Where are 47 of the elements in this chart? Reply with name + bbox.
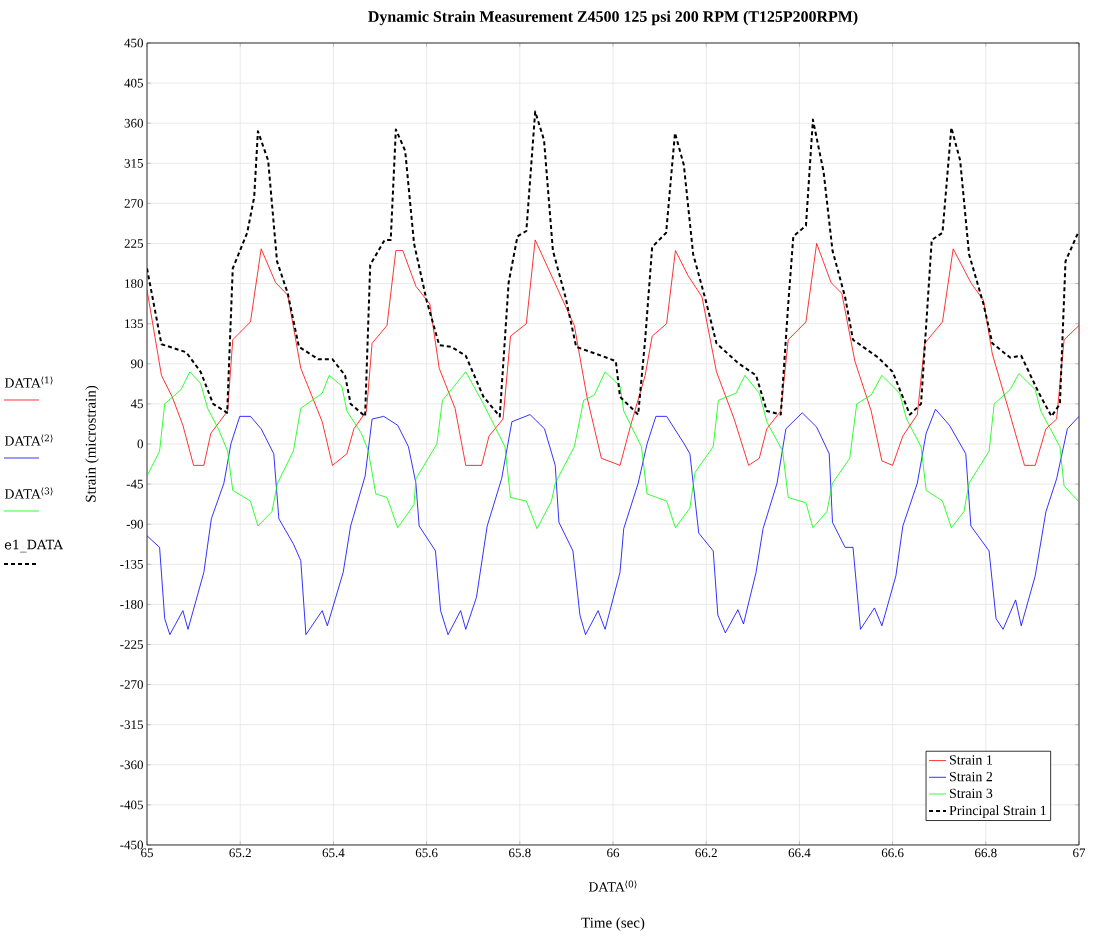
text: DATA$^{⟨2⟩}$ — [4, 434, 53, 446]
text: e1_DATA — [4, 539, 64, 553]
y-tick-label: 135 — [125, 319, 143, 329]
y-tick-label: 90 — [130, 359, 143, 369]
y-tick-label: -450 — [120, 840, 143, 850]
line-series — [147, 239, 1080, 466]
y-tick-label: 450 — [124, 38, 143, 48]
x-tick-label: 65.8 — [509, 848, 531, 858]
y-tick-label: 315 — [124, 158, 143, 168]
y-tick-label: -180 — [120, 600, 143, 609]
x-tick-label: 66.6 — [881, 848, 904, 858]
x-tick-label: 65.4 — [322, 848, 345, 858]
x-tick-label: 67 — [1073, 848, 1086, 858]
y-tick-label: 270 — [124, 199, 143, 208]
x-tick-label: 66.8 — [975, 848, 997, 858]
y-tick-label: 405 — [124, 78, 143, 88]
y-tick-label: -225 — [120, 640, 143, 649]
line-series — [147, 371, 1079, 530]
legend-label: Strain 1 — [949, 755, 992, 765]
x-tick-label: 66.4 — [788, 848, 811, 858]
text: DATA$^{⟨1⟩}$ — [4, 376, 53, 388]
text: DATA$^{⟨3⟩}$ — [4, 487, 53, 499]
y-tick-label: -45 — [126, 479, 143, 489]
y-tick-label: 180 — [125, 279, 143, 288]
legend-label: Principal Strain 1 — [949, 805, 1046, 819]
y-tick-label: -315 — [120, 720, 143, 730]
x-tick-label: 66.2 — [695, 848, 717, 858]
x-axis-title: Time (sec) — [581, 917, 645, 931]
legend-label: Strain 3 — [949, 788, 993, 799]
y-tick-label: 360 — [124, 118, 143, 128]
y-axis-title: Strain (microstrain) — [85, 385, 99, 502]
y-tick-label: 225 — [124, 239, 143, 248]
chart-title: Dynamic Strain Measurement Z4500 125 psi 200 RPM (T125P200RPM) — [368, 10, 858, 26]
legend-label: Strain 2 — [949, 771, 993, 782]
x-tick-label: 65.2 — [229, 848, 251, 858]
y-tick-label: 0 — [137, 439, 143, 449]
text: DATA$^{⟨0⟩}$ — [588, 880, 637, 892]
x-tick-label: 65.6 — [415, 848, 438, 858]
x-tick-label: 65 — [141, 848, 153, 858]
line-series — [147, 408, 1080, 636]
y-tick-label: -360 — [120, 760, 143, 770]
y-tick-label: -405 — [120, 800, 143, 810]
y-tick-label: -270 — [120, 680, 143, 689]
y-tick-label: -135 — [120, 559, 143, 569]
x-tick-label: 66 — [607, 848, 620, 858]
y-tick-label: 45 — [130, 399, 143, 409]
y-tick-label: -90 — [126, 519, 143, 529]
